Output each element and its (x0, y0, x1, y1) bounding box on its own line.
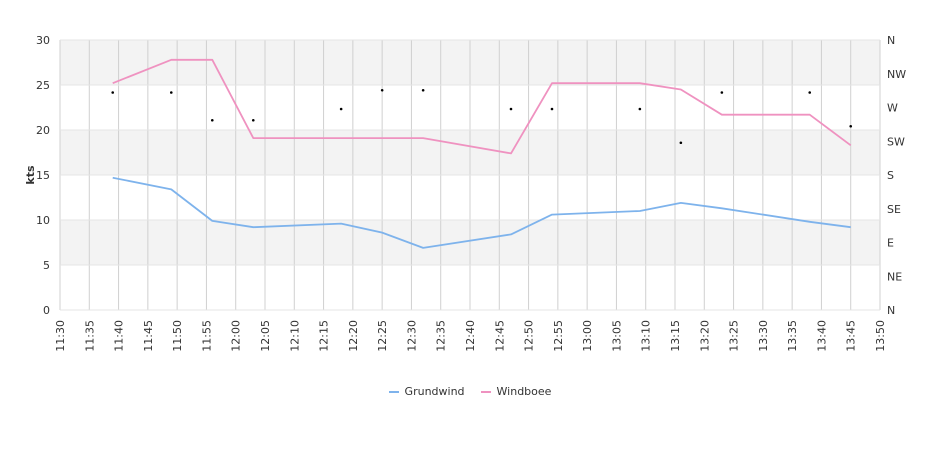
x-tick-label: 11:40 (113, 320, 126, 352)
direction-point (380, 88, 384, 92)
direction-tick-label: E (887, 237, 894, 250)
y-tick-label: 20 (36, 124, 50, 137)
x-tick-label: 11:50 (171, 320, 184, 352)
legend-label-series-1: Windboee (496, 385, 552, 398)
x-tick-label: 13:10 (640, 320, 653, 352)
direction-point (720, 91, 724, 94)
direction-point (421, 88, 425, 92)
direction-tick-label: SE (887, 203, 901, 216)
direction-point (679, 141, 683, 145)
x-tick-label: 13:25 (728, 320, 741, 352)
x-tick-label: 11:55 (200, 320, 213, 352)
x-tick-label: 12:10 (288, 320, 301, 352)
x-tick-label: 12:00 (230, 320, 243, 352)
x-tick-label: 12:50 (523, 320, 536, 352)
series-line-windboee (112, 58, 852, 155)
x-tick-label: 13:40 (815, 320, 828, 352)
x-tick-label: 13:00 (581, 320, 594, 352)
direction-tick-label: N (887, 304, 895, 317)
direction-point (550, 107, 554, 111)
y-tick-label: 10 (36, 214, 50, 227)
y-tick-label: 0 (43, 304, 50, 317)
x-tick-label: 12:15 (318, 320, 331, 352)
direction-tick-label: SW (887, 135, 905, 148)
direction-point (210, 118, 214, 122)
direction-tick-label: NW (887, 68, 906, 81)
x-tick-label: 12:05 (259, 320, 272, 352)
y-axis-label: kts (24, 165, 37, 185)
direction-point (638, 107, 642, 111)
direction-tick-label: NE (887, 270, 902, 283)
x-tick-label: 12:55 (552, 320, 565, 352)
x-tick-label: 13:05 (610, 320, 623, 352)
direction-point (169, 91, 173, 94)
direction-point (111, 91, 115, 94)
x-tick-label: 12:20 (347, 320, 360, 352)
direction-point (509, 107, 513, 111)
x-tick-label: 13:50 (874, 320, 887, 352)
direction-point (251, 118, 255, 122)
y-tick-label: 25 (36, 79, 50, 92)
direction-tick-label: W (887, 102, 898, 115)
x-tick-label: 13:30 (757, 320, 770, 352)
legend-item-series-1[interactable]: Windboee (480, 385, 552, 398)
x-tick-label: 12:30 (405, 320, 418, 352)
direction-point (339, 107, 343, 111)
direction-point (849, 124, 853, 128)
x-tick-label: 13:45 (845, 320, 858, 352)
legend-label-series-0: Grundwind (404, 385, 465, 398)
legend-item-series-0[interactable]: Grundwind (388, 385, 465, 398)
direction-tick-label: S (887, 169, 894, 182)
x-tick-label: 12:40 (464, 320, 477, 352)
series-line-grundwind (112, 176, 851, 249)
y-tick-label: 30 (36, 34, 50, 47)
legend-swatch-series-1 (480, 390, 491, 393)
direction-tick-label: N (887, 34, 895, 47)
x-tick-label: 11:30 (54, 320, 67, 352)
legend-swatch-series-0 (388, 390, 399, 393)
x-tick-label: 11:45 (142, 320, 155, 352)
chart-canvas: 11:30 11:35 11:40 11:45 11:50 11:55 12:00 12:05… (24, 34, 906, 352)
x-tick-label: 12:45 (493, 320, 506, 352)
x-tick-label: 12:25 (376, 320, 389, 352)
x-tick-label: 13:15 (669, 320, 682, 352)
y-tick-label: 5 (43, 259, 50, 272)
x-tick-label: 11:35 (83, 320, 96, 352)
x-tick-label: 13:20 (698, 320, 711, 352)
x-tick-label: 13:35 (786, 320, 799, 352)
y-tick-label: 15 (36, 169, 50, 182)
chart-legend: Grundwind Windboee (0, 385, 940, 398)
x-tick-label: 12:35 (435, 320, 448, 352)
direction-point (808, 91, 812, 94)
